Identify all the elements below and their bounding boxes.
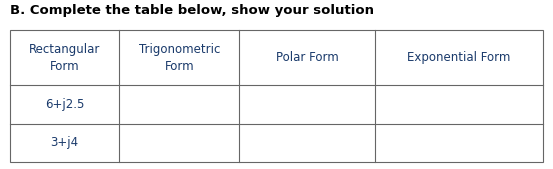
Text: Rectangular
Form: Rectangular Form: [29, 43, 100, 73]
Text: Polar Form: Polar Form: [276, 51, 338, 64]
Text: 3+j4: 3+j4: [50, 136, 79, 149]
Text: 6+j2.5: 6+j2.5: [45, 98, 84, 111]
Text: B. Complete the table below, show your solution: B. Complete the table below, show your s…: [10, 4, 374, 17]
Bar: [10, 30, 543, 162]
Text: Exponential Form: Exponential Form: [408, 51, 511, 64]
Text: Trigonometric
Form: Trigonometric Form: [139, 43, 220, 73]
